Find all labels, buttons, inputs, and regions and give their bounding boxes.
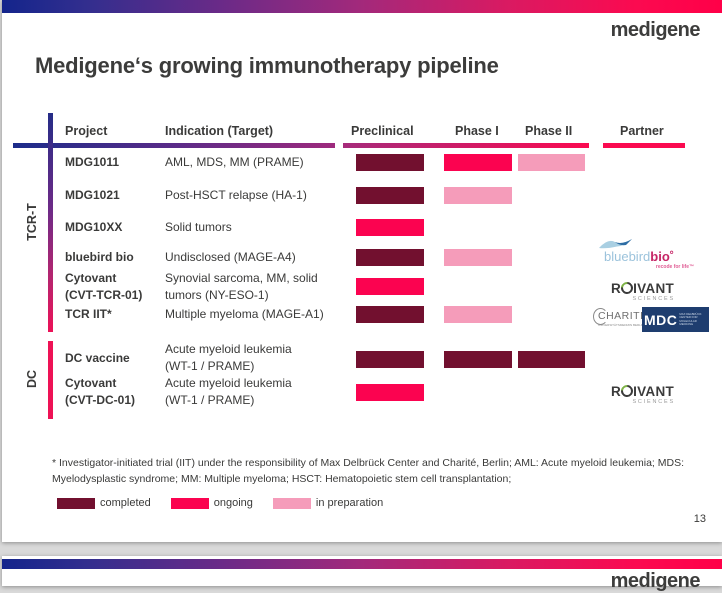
header-rule-left [13, 143, 335, 148]
legend-swatch-ongoing [170, 497, 209, 509]
header-rule-phases [343, 143, 589, 148]
indication: Synovial sarcoma, MM, solid [165, 271, 318, 285]
bar-preclinical [356, 249, 424, 266]
charite-logo-text: CHARITÉ [598, 310, 648, 322]
roivant-logo-text: R [611, 281, 622, 296]
legend-swatch-completed [57, 497, 95, 509]
bar-phase2 [518, 154, 585, 171]
project-name: MDG1011 [65, 155, 120, 169]
bar-preclinical [356, 187, 424, 204]
mdc-logo-text: MDC [644, 311, 678, 328]
partner-logo-roivant-tcr: R IVANT SCIENCES [611, 279, 675, 302]
partner-logo-charite: CHARITÉ UNIVERSITÄTSMEDIZIN BERLIN [593, 308, 647, 327]
group-bracket-dc [48, 341, 53, 419]
medigene-logo: medigene [610, 570, 701, 592]
bluebird-tagline: recode for life™ [655, 264, 694, 270]
page-number: 13 [693, 513, 706, 525]
slide-gradient-bar [2, 559, 722, 569]
group-bracket-tcrt [48, 113, 53, 332]
column-header-indication: Indication (Target) [165, 124, 274, 138]
group-label-tcrt: TCR-T [25, 203, 39, 241]
legend-item-ongoing: ongoing [170, 497, 253, 509]
indication: Multiple myeloma (MAGE-A1) [165, 307, 324, 321]
project-name: DC vaccine [65, 351, 130, 365]
charite-subtitle: UNIVERSITÄTSMEDIZIN BERLIN [598, 323, 644, 327]
indication-line2: tumors (NY-ESO-1) [165, 288, 269, 302]
group-label-dc: DC [25, 369, 39, 389]
indication: Acute myeloid leukemia [165, 342, 292, 356]
bluebird-logo-bio: bio [650, 249, 670, 264]
indication: Solid tumors [165, 220, 232, 234]
column-header-preclinical: Preclinical [351, 124, 414, 138]
bar-phase1 [444, 154, 512, 171]
project-name-line2: (CVT-DC-01) [65, 393, 136, 407]
roivant-sciences-text: SCIENCES [632, 399, 675, 405]
header-rule-partner [603, 143, 685, 148]
bar-phase1 [444, 351, 512, 368]
bluebird-logo-mark: ˚ [669, 249, 675, 264]
project-name: Cytovant [65, 376, 117, 390]
bar-phase1 [444, 187, 512, 204]
roivant-logo-text2: IVANT [633, 281, 675, 296]
partner-logo-bluebird-bio: bluebirdbio˚ recode for life™ [598, 237, 696, 270]
project-name: MDG1021 [65, 188, 120, 202]
indication-line2: (WT-1 / PRAME) [165, 359, 255, 373]
bluebird-bird-icon [599, 239, 632, 249]
footnote-line2: Myelodysplastic syndrome; MM: Multiple m… [52, 473, 512, 485]
charite-ring-icon [593, 308, 608, 325]
bar-preclinical [356, 278, 424, 295]
project-name: MDG10XX [65, 220, 123, 234]
legend-swatch-preparation [272, 497, 311, 509]
project-name: bluebird bio [65, 250, 134, 264]
slide-title: Medigene‘s growing immunotherapy pipelin… [35, 53, 499, 78]
roivant-logo-text: R [611, 384, 622, 399]
indication: Undisclosed (MAGE-A4) [165, 250, 296, 264]
bar-phase1 [444, 306, 512, 323]
bar-preclinical [356, 351, 424, 368]
legend-label: completed [100, 497, 151, 509]
slide-page-13: medigene Medigene‘s growing immunotherap… [2, 0, 722, 542]
legend-label: ongoing [213, 497, 253, 509]
project-name: Cytovant [65, 271, 117, 285]
bar-phase2 [518, 351, 585, 368]
legend-item-completed: completed [57, 497, 151, 509]
bar-phase1 [444, 249, 512, 266]
bar-preclinical [356, 384, 424, 401]
partner-logo-mdc: MDC MAX DELBRÜCK CENTER FOR MOLECULAR ME… [642, 307, 709, 332]
slide-gradient-bar [2, 0, 722, 13]
bar-preclinical [356, 306, 424, 323]
indication: Acute myeloid leukemia [165, 376, 292, 390]
bluebird-logo-text: bluebird [604, 249, 651, 264]
roivant-sciences-text: SCIENCES [632, 296, 675, 302]
mdc-subtitle: MAX DELBRÜCK CENTER FOR MOLECULAR MEDICI… [679, 312, 702, 326]
indication: AML, MDS, MM (PRAME) [165, 155, 304, 169]
column-header-project: Project [65, 124, 108, 138]
bar-preclinical [356, 219, 424, 236]
slide-next-page-partial: medigene [2, 556, 722, 592]
indication: Post-HSCT relapse (HA-1) [165, 188, 307, 202]
project-name: TCR IIT* [65, 307, 112, 321]
bar-preclinical [356, 154, 424, 171]
column-header-phase1: Phase I [455, 124, 499, 138]
indication-line2: (WT-1 / PRAME) [165, 393, 255, 407]
roivant-logo-text2: IVANT [633, 384, 675, 399]
legend-item-preparation: in preparation [272, 497, 384, 509]
legend-label: in preparation [315, 497, 384, 509]
medigene-logo: medigene [610, 19, 701, 41]
column-header-partner: Partner [620, 124, 664, 138]
status-legend: completed ongoing in preparation [57, 497, 383, 509]
partner-logo-roivant-dc: R IVANT SCIENCES [611, 382, 675, 405]
column-header-phase2: Phase II [525, 124, 573, 138]
project-name-line2: (CVT-TCR-01) [65, 288, 143, 302]
footnote-line1: * Investigator-initiated trial (IIT) und… [52, 457, 685, 469]
